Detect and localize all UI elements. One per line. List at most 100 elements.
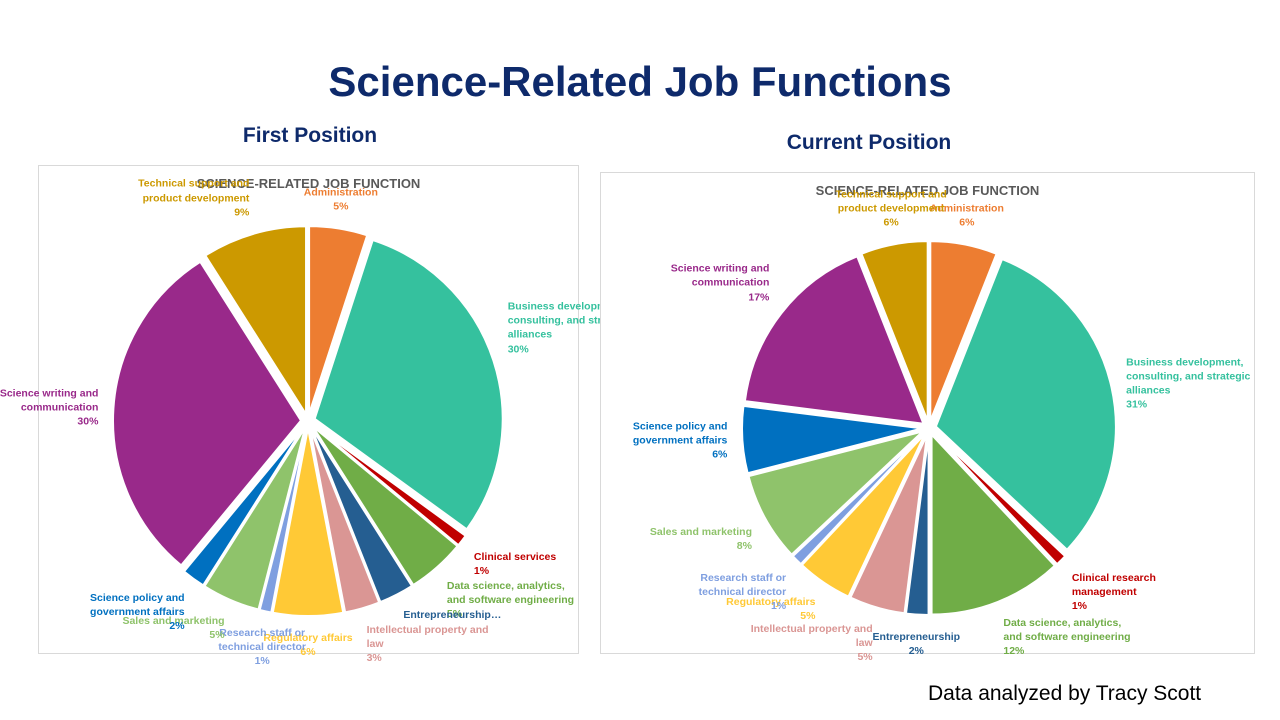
slice-value: 1%	[473, 564, 490, 577]
slice-label: Entrepreneurship 2%	[851, 630, 981, 658]
slice-name: Research staff or technical director	[218, 626, 306, 654]
slice-value: 3%	[366, 652, 382, 664]
slice-label: Data science, analytics, and software en…	[447, 579, 577, 622]
slice-label: Research staff or technical director 1%	[656, 571, 787, 614]
slice-value: 30%	[507, 342, 529, 355]
slice-value: 6%	[712, 448, 728, 461]
pie-slice	[930, 431, 1057, 616]
chart-box: SCIENCE-RELATED JOB FUNCTION Administrat…	[0, 165, 632, 667]
pie-slice	[182, 426, 305, 587]
pie-slice	[741, 404, 923, 475]
slice-name: Entrepreneurship	[872, 630, 961, 643]
pie-slice	[258, 427, 308, 614]
pie-slice	[311, 425, 459, 587]
slice-name: Regulatory affairs	[726, 596, 816, 609]
slice-label: Science policy and government affairs 6%	[597, 419, 728, 462]
slice-label: Business development, consulting, and st…	[508, 299, 638, 356]
pie-slice	[112, 260, 303, 567]
pie-slice	[791, 432, 925, 566]
slice-label: Science policy and government affairs 2%	[55, 591, 185, 634]
slice-name: Research staff or technical director	[698, 571, 787, 598]
slice-label: Technical support and product developmen…	[119, 177, 249, 220]
slice-value: 1%	[1071, 600, 1088, 613]
slice-label: Data science, analytics, and software en…	[1003, 616, 1133, 659]
chart-title: SCIENCE-RELATED JOB FUNCTION	[815, 183, 1040, 198]
slice-label: Intellectual property and law 3%	[367, 623, 497, 666]
slice-name: Science policy and government affairs	[632, 420, 728, 447]
pie-slice	[934, 257, 1117, 552]
pie	[741, 240, 1117, 616]
pie-slice	[310, 426, 414, 604]
slice-value: 31%	[1126, 399, 1148, 412]
slice-name: Intellectual property and law	[750, 622, 873, 650]
chart-heading: Current Position	[786, 131, 952, 154]
chart-box: SCIENCE-RELATED JOB FUNCTION Administrat…	[597, 172, 1256, 663]
pie-slice	[308, 225, 369, 415]
slice-label: Research staff or technical director 1%	[197, 626, 327, 669]
slice-name: Entrepreneurship…	[403, 609, 502, 622]
slice-value: 5%	[446, 607, 463, 620]
slice-name: Science writing and communication	[0, 387, 99, 414]
slice-label: Science writing and communication 17%	[639, 262, 770, 305]
slice-value: 30%	[77, 415, 99, 428]
slice-value: 5%	[209, 628, 225, 641]
slice-label: Sales and marketing 8%	[622, 525, 752, 553]
chart-title: SCIENCE-RELATED JOB FUNCTION	[196, 176, 421, 191]
pie	[112, 225, 504, 617]
slice-name: Data science, analytics, and software en…	[446, 579, 575, 606]
slice-name: Business development, consulting, and st…	[1126, 356, 1251, 397]
pie-slice	[271, 427, 345, 617]
slice-label: Business development, consulting, and st…	[1126, 356, 1256, 413]
slice-label: Technical support and product developmen…	[826, 187, 956, 230]
slice-label: Sales and marketing 5%	[95, 614, 225, 642]
slice-name: Intellectual property and law	[366, 623, 489, 650]
slice-name: Technical support and product developmen…	[835, 188, 947, 215]
slice-value: 6%	[300, 646, 316, 659]
slice-value: 5%	[857, 651, 873, 664]
slice-name: Data science, analytics, and software en…	[1003, 616, 1131, 643]
pie-slice	[929, 240, 998, 422]
slice-value: 9%	[234, 206, 250, 219]
slice-name: Administration	[929, 202, 1004, 215]
pie-slice	[860, 240, 929, 422]
slice-value: 1%	[254, 655, 270, 668]
slice-value: 8%	[736, 540, 752, 553]
pie-slice	[312, 424, 468, 547]
slice-name: Sales and marketing	[122, 614, 225, 627]
pie-slice	[933, 432, 1067, 566]
slice-label: Clinical services 1%	[474, 550, 604, 578]
slice-name: Sales and marketing	[649, 526, 752, 539]
slide-title: Science-Related Job Functions	[328, 58, 952, 105]
slice-value: 12%	[1003, 645, 1025, 658]
slice-label: Science writing and communication 30%	[0, 387, 98, 430]
pie-slice	[904, 434, 930, 616]
slice-name: Science policy and government affairs	[90, 591, 185, 619]
slice-value: 2%	[908, 644, 924, 657]
slice-label: Administration 5%	[276, 185, 406, 213]
slice-label: Administration 6%	[902, 201, 1032, 229]
slice-name: Administration	[303, 186, 378, 199]
slice-label: Entrepreneurship…	[403, 608, 533, 622]
slice-name: Clinical research management	[1071, 571, 1156, 598]
slice-value: 1%	[770, 600, 787, 613]
slice-label: Clinical research management 1%	[1072, 571, 1202, 614]
slice-label: Regulatory affairs 6%	[243, 631, 373, 659]
slice-name: Regulatory affairs	[263, 632, 353, 644]
slice-name: Business development, consulting, and st…	[507, 300, 632, 341]
pie-slice	[743, 255, 926, 425]
chart-heading: First Position	[242, 124, 378, 147]
pie-slice	[849, 434, 929, 615]
slice-value: 5%	[800, 610, 816, 623]
pie-slice	[308, 427, 381, 614]
slice-value: 2%	[169, 620, 185, 633]
slice-label: Intellectual property and law 5%	[743, 622, 873, 665]
slice-name: Science writing and communication	[670, 262, 770, 289]
slice-name: Clinical services	[473, 550, 557, 563]
slice-value: 6%	[883, 216, 899, 229]
pie-slice	[203, 225, 308, 418]
pie-slice	[313, 238, 504, 531]
slice-label: Regulatory affairs 5%	[685, 595, 815, 623]
pie-slice	[747, 430, 924, 557]
credit: Data analyzed by Tracy Scott	[928, 682, 1202, 705]
